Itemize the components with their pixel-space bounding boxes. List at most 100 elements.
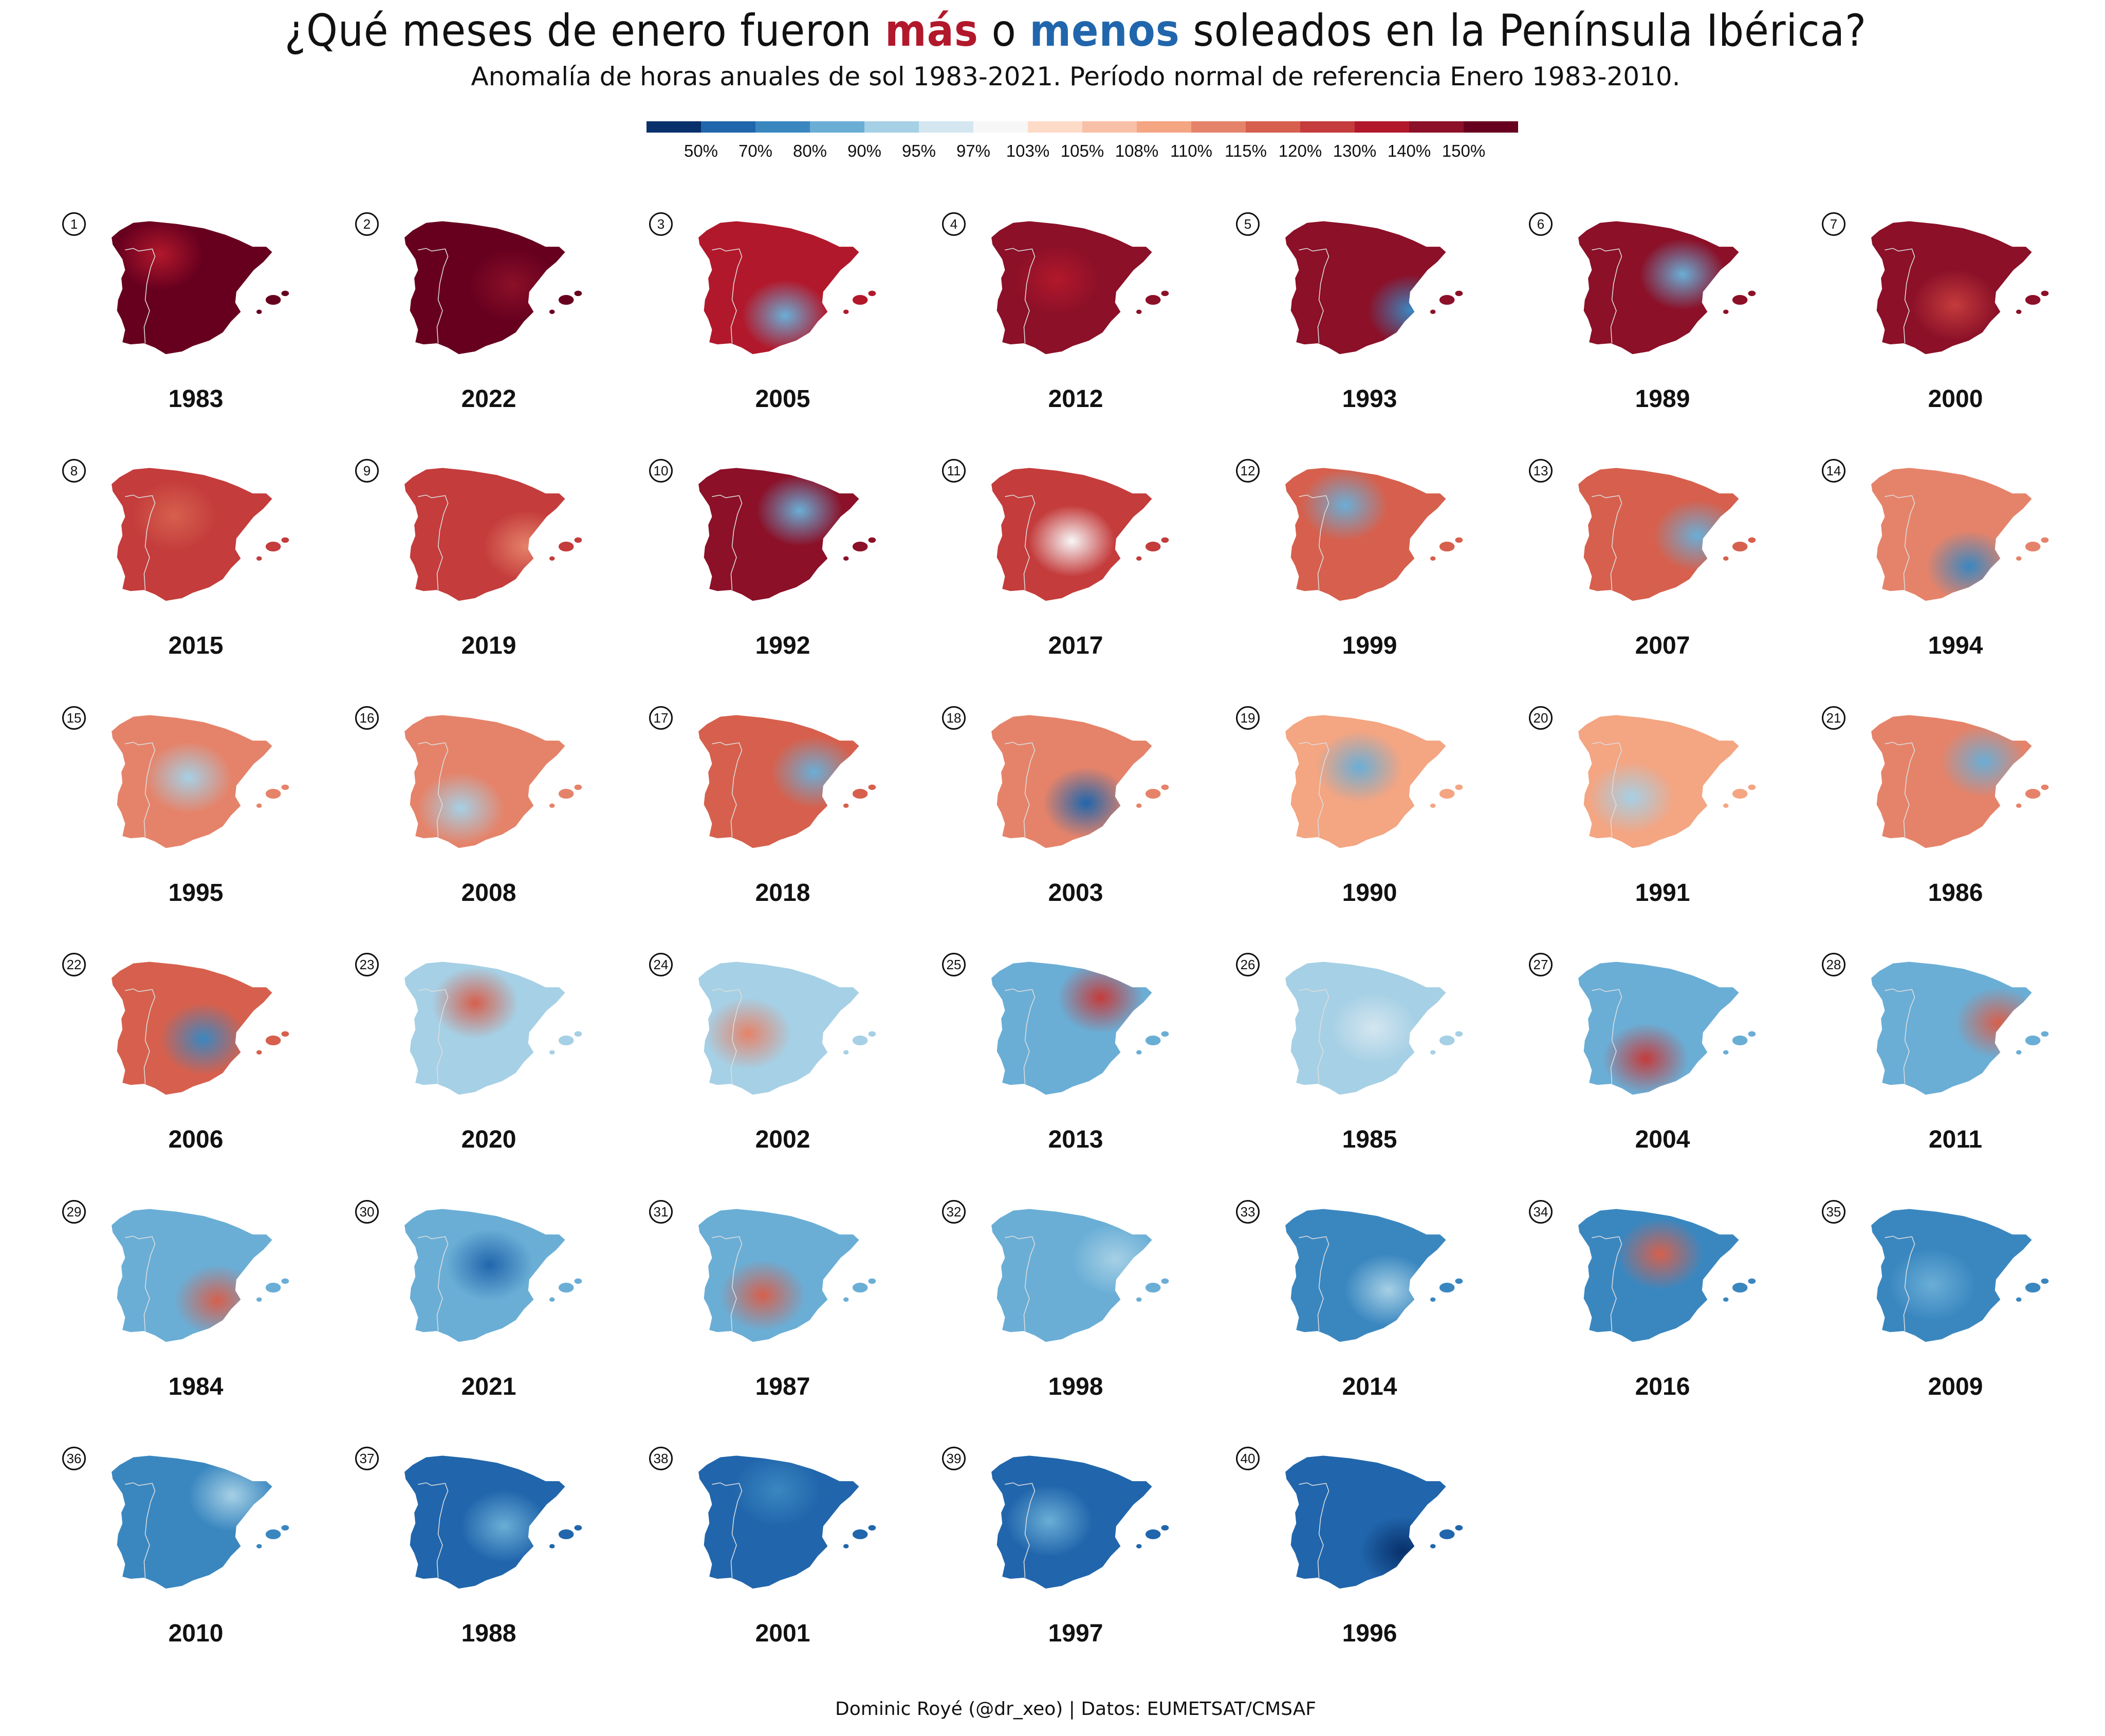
balearic-island — [2041, 290, 2049, 297]
balearic-island — [1439, 542, 1455, 552]
iberia-shape — [1871, 715, 2032, 848]
rank-badge: 11 — [942, 459, 966, 483]
balearic-island — [1455, 1278, 1463, 1284]
title-highlight-mas: más — [885, 5, 978, 57]
year-label: 2004 — [1635, 1126, 1690, 1153]
balearic-island — [574, 1278, 582, 1284]
iberia-map — [112, 1209, 289, 1342]
portugal-border — [712, 1235, 743, 1332]
iberia-map — [991, 1455, 1169, 1589]
year-label: 2009 — [1928, 1373, 1983, 1400]
iberia-shape — [112, 1209, 272, 1342]
portugal-border — [1592, 248, 1622, 344]
iberia-map — [112, 715, 289, 848]
map-panel-1996: 40 1996 — [1226, 1447, 1513, 1688]
map-panel-2018: 17 2018 — [639, 706, 927, 948]
map-panel-2007: 13 2007 — [1519, 459, 1806, 700]
title-highlight-menos: menos — [1029, 5, 1180, 57]
year-label: 1990 — [1342, 879, 1397, 907]
balearic-island — [1723, 1050, 1729, 1055]
iberia-map — [112, 962, 289, 1095]
iberia-map — [1578, 468, 1756, 601]
portugal-border — [1592, 494, 1622, 590]
map-panel-2014: 33 2014 — [1226, 1200, 1513, 1442]
rank-badge: 4 — [942, 212, 966, 236]
iberia-map — [991, 468, 1169, 601]
iberia-map — [404, 1209, 582, 1342]
balearic-island — [868, 537, 876, 543]
balearic-island — [1455, 784, 1463, 790]
balearic-island — [1136, 1544, 1142, 1548]
rank-badge: 2 — [355, 212, 379, 236]
map-panel-2017: 11 2017 — [932, 459, 1220, 700]
legend-label: 108% — [1115, 141, 1159, 160]
iberia-map — [404, 1455, 582, 1589]
legend-label: 103% — [1006, 141, 1050, 160]
balearic-island — [574, 290, 582, 297]
legend-label: 90% — [847, 141, 882, 160]
balearic-island — [265, 1036, 281, 1046]
balearic-island — [265, 1283, 281, 1293]
title-text: ¿Qué meses de enero fueron — [284, 5, 885, 57]
year-label: 1983 — [168, 385, 224, 413]
balearic-island — [574, 1525, 582, 1531]
balearic-island — [558, 542, 574, 552]
balearic-island — [1430, 1050, 1436, 1055]
rank-badge: 5 — [1236, 212, 1260, 236]
map-panel-2021: 30 2021 — [345, 1200, 633, 1442]
balearic-island — [1145, 1529, 1161, 1540]
balearic-island — [1161, 1525, 1169, 1531]
iberia-shape — [112, 1455, 272, 1589]
title-text: soleados en la Península Ibérica? — [1179, 5, 1867, 57]
year-label: 2022 — [461, 385, 516, 413]
legend-swatch — [1246, 121, 1300, 133]
balearic-island — [2016, 803, 2022, 808]
rank-badge: 26 — [1236, 953, 1260, 976]
map-panel-1994: 14 1994 — [1812, 459, 2099, 700]
balearic-island — [281, 1525, 289, 1531]
balearic-island — [1723, 803, 1729, 808]
balearic-island — [558, 295, 574, 305]
balearic-island — [852, 542, 868, 552]
iberia-map — [404, 962, 582, 1095]
rank-badge: 7 — [1822, 212, 1845, 236]
iberia-shape — [698, 962, 859, 1095]
portugal-border — [712, 988, 743, 1084]
balearic-island — [281, 1278, 289, 1284]
iberia-shape — [112, 468, 272, 601]
portugal-border — [1299, 248, 1330, 344]
iberia-shape — [698, 468, 859, 601]
legend-swatch — [1028, 121, 1082, 133]
year-label: 2007 — [1635, 632, 1690, 659]
map-panel-2015: 8 2015 — [52, 459, 340, 700]
iberia-shape — [1871, 1209, 2032, 1342]
balearic-island — [1748, 537, 1756, 543]
rank-badge: 29 — [62, 1200, 86, 1224]
year-label: 1993 — [1342, 385, 1397, 413]
portugal-border — [125, 248, 156, 344]
portugal-border — [1299, 1482, 1330, 1578]
chart-title: ¿Qué meses de enero fueron más o menos s… — [0, 5, 2105, 57]
year-label: 2006 — [168, 1126, 224, 1153]
iberia-map — [991, 1209, 1169, 1342]
title-text: o — [978, 5, 1030, 57]
balearic-island — [2025, 789, 2041, 799]
iberia-shape — [1285, 962, 1446, 1095]
portugal-border — [1885, 248, 1915, 344]
iberia-shape — [698, 221, 859, 355]
map-panel-2019: 9 2019 — [345, 459, 633, 700]
balearic-island — [868, 1031, 876, 1037]
map-panel-2005: 3 2005 — [639, 212, 927, 454]
balearic-island — [843, 309, 849, 314]
balearic-island — [2016, 1050, 2022, 1055]
iberia-shape — [112, 221, 272, 355]
iberia-shape — [112, 715, 272, 848]
legend-label: 120% — [1278, 141, 1322, 160]
iberia-shape — [1285, 715, 1446, 848]
chart-subtitle: Anomalía de horas anuales de sol 1983-20… — [471, 62, 1681, 91]
portugal-border — [1299, 1235, 1330, 1332]
rank-badge: 37 — [355, 1447, 379, 1470]
portugal-border — [1885, 742, 1915, 838]
iberia-shape — [1578, 1209, 1739, 1342]
portugal-border — [712, 248, 743, 344]
